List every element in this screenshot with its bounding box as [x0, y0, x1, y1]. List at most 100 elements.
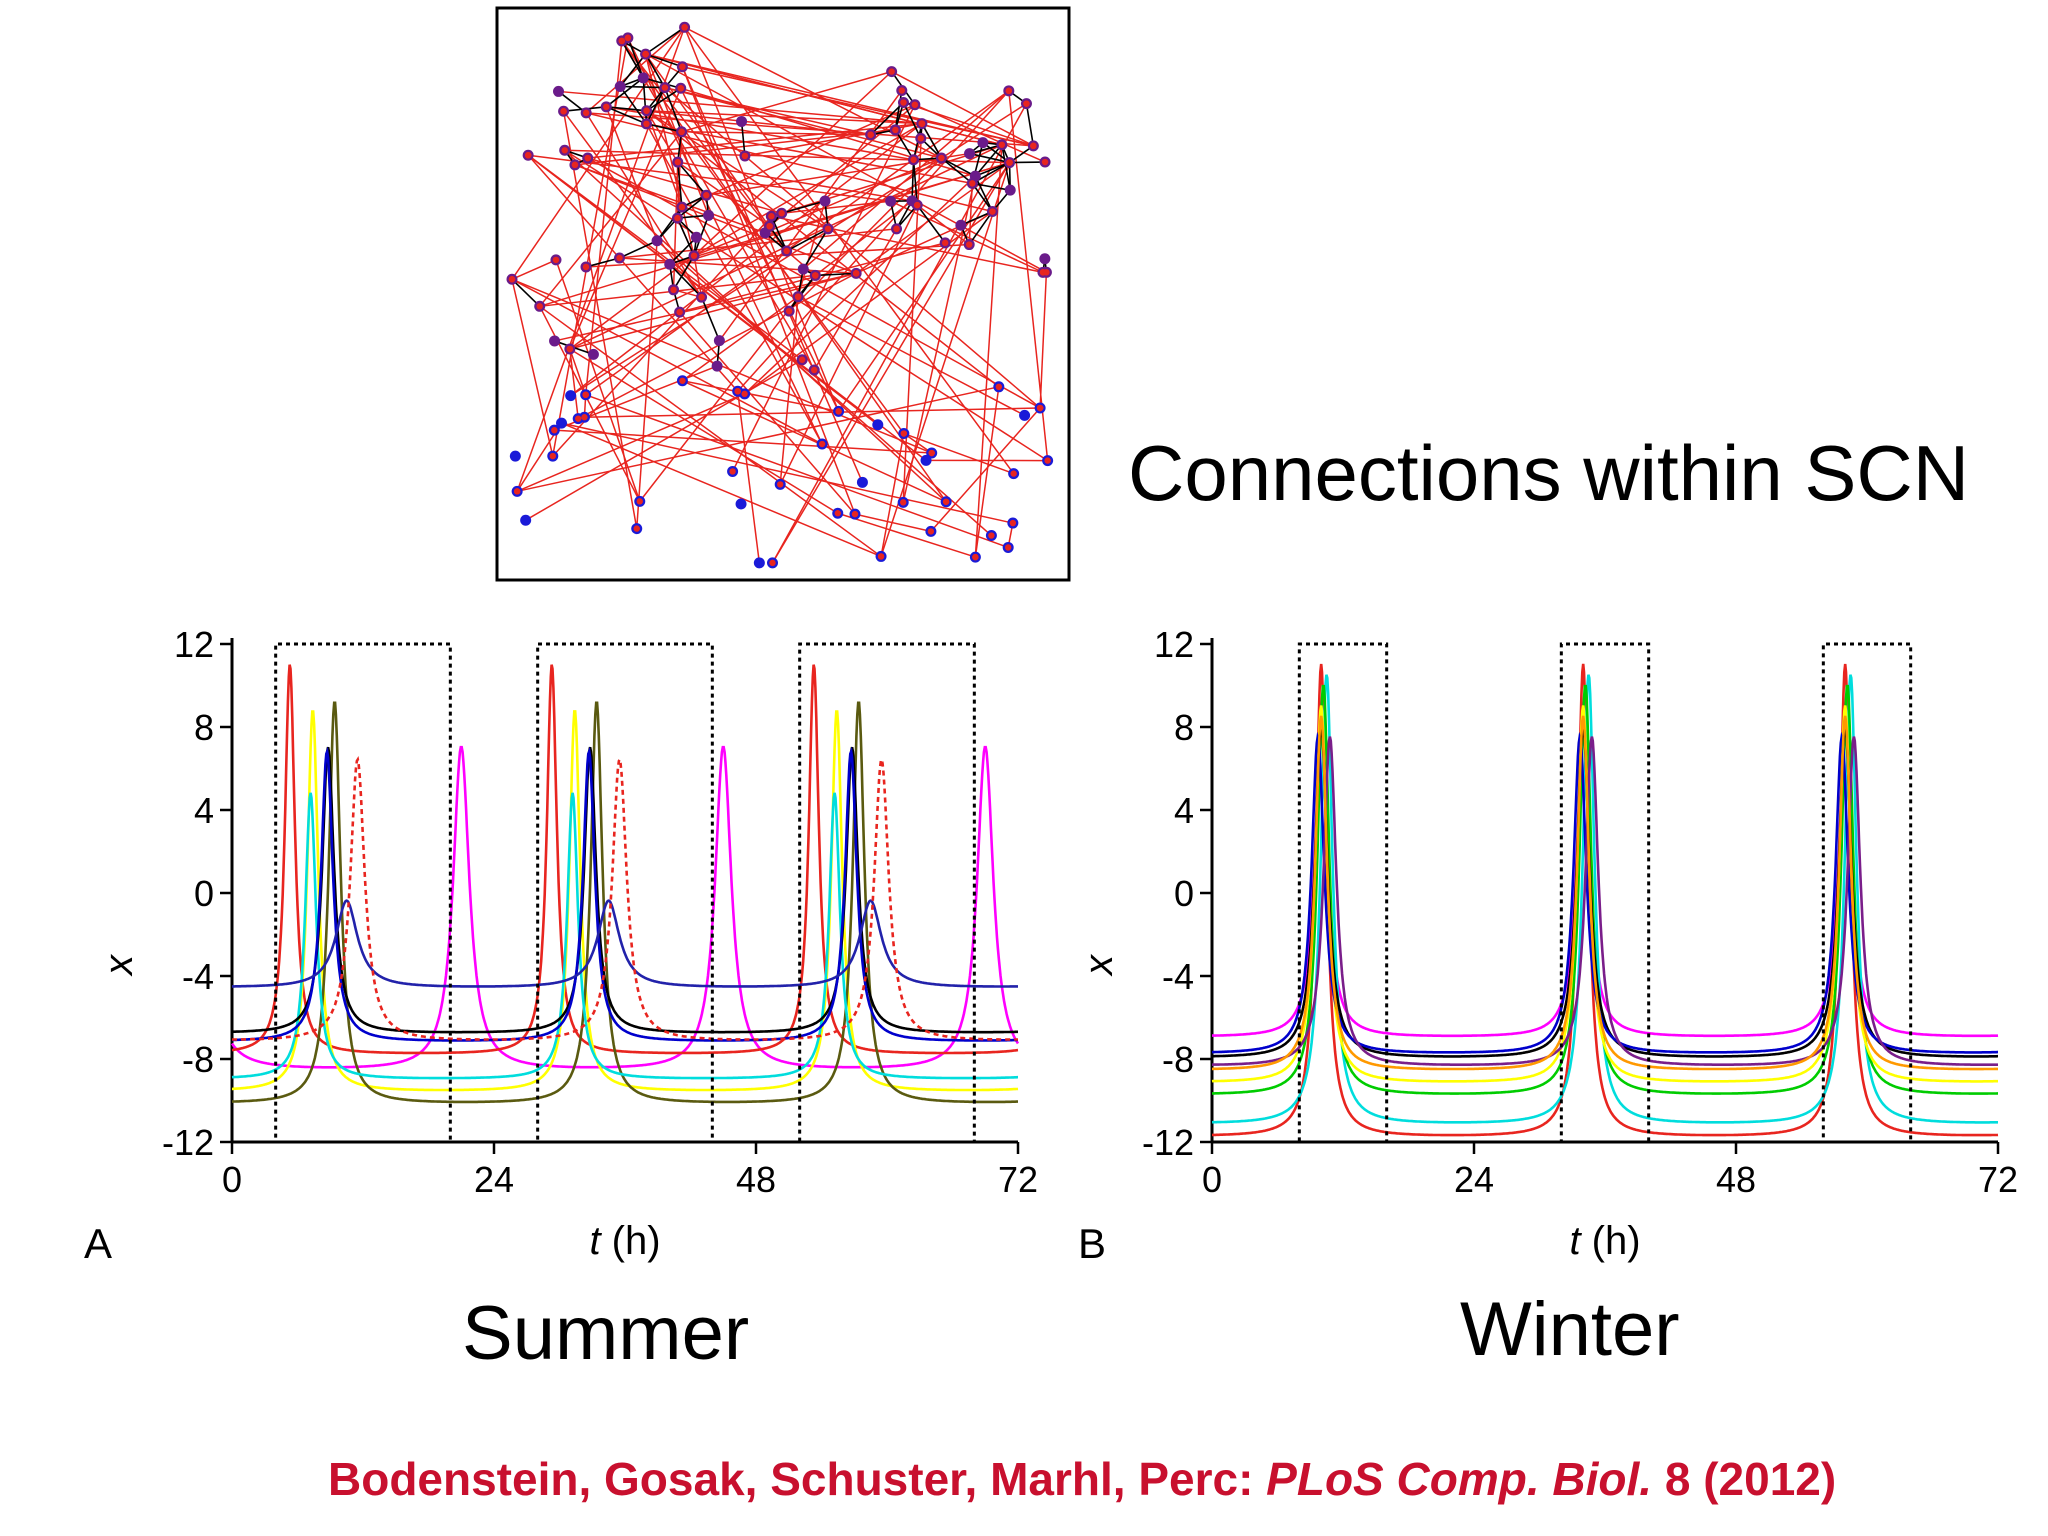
citation-authors: Bodenstein, Gosak, Schuster, Marhl, Perc… [328, 1453, 1267, 1505]
y-axis-label: x [97, 953, 141, 977]
network-edge-endpoint [1009, 519, 1017, 527]
network-edge-endpoint [989, 208, 996, 215]
network-edge-endpoint [798, 356, 806, 363]
network-edge-endpoint [768, 213, 775, 220]
network-long-edge [606, 106, 914, 161]
network-local-edge [972, 182, 1011, 191]
network-long-edge [902, 123, 923, 503]
network-long-edge [570, 103, 1027, 397]
network-edge-endpoint [549, 452, 556, 460]
network-local-edge [677, 161, 707, 196]
network-long-edge [680, 87, 976, 177]
network-local-edge [646, 87, 682, 112]
network-edge-endpoint [824, 225, 832, 233]
network-long-edge [569, 87, 682, 350]
network-edge-endpoint [911, 101, 919, 108]
network-edge-endpoint [1023, 100, 1030, 107]
network-node [664, 258, 676, 270]
network-local-edge [802, 228, 829, 270]
network-edge-endpoint [914, 201, 921, 209]
network-long-edge [527, 154, 739, 392]
network-node [614, 80, 626, 92]
network-edge-endpoint [575, 415, 582, 422]
series-line-a-1 [231, 664, 1019, 1055]
y-tick-label: 4 [1174, 790, 1194, 831]
x-axis-label-var: t [589, 1219, 602, 1263]
network-edge-endpoint [812, 272, 819, 279]
summer-label: Summer [462, 1291, 750, 1376]
network-edge-endpoint [679, 377, 686, 384]
network-edge-endpoint [1030, 142, 1037, 150]
network-edge-endpoint [1043, 269, 1050, 276]
network-long-edge [669, 161, 1010, 266]
y-tick-label: 8 [1174, 707, 1194, 748]
network-node [1039, 253, 1051, 265]
network-local-edge [916, 204, 946, 244]
y-tick-label: 8 [194, 707, 214, 748]
network-long-edge [682, 380, 947, 503]
x-tick-label: 72 [1978, 1159, 2018, 1200]
network-long-edge [555, 259, 641, 502]
network-node [753, 557, 765, 569]
network-node [872, 419, 884, 431]
network-node [856, 476, 868, 488]
network-local-edge [645, 87, 666, 125]
x-tick-label: 24 [474, 1159, 514, 1200]
y-tick-label: -8 [182, 1039, 214, 1080]
network-local-edge [605, 106, 647, 125]
network-edge-endpoint [1036, 404, 1044, 412]
network-node [565, 390, 577, 402]
network-edge-endpoint [766, 222, 773, 230]
network-local-edge [669, 236, 698, 265]
network-edge-endpoint [536, 303, 543, 310]
network-edge-endpoint [551, 426, 558, 434]
network-edge-endpoint [677, 85, 684, 92]
network-node [1019, 409, 1031, 421]
series-line-b-4 [1211, 705, 1998, 1083]
network-long-edge [664, 86, 942, 159]
network-edge-endpoint [524, 152, 532, 159]
network-local-edge [558, 90, 587, 114]
network-long-edge [903, 101, 1034, 147]
network-edge-endpoint [741, 152, 749, 160]
network-edge-endpoint [988, 532, 995, 539]
network-node [587, 348, 599, 360]
network-local-edge [940, 157, 976, 177]
network-edge-endpoint [1004, 544, 1012, 551]
network-long-edge [569, 348, 579, 419]
network-edge-endpoint [1006, 159, 1013, 166]
network-edge-endpoint [900, 99, 907, 106]
network-long-edge [693, 71, 893, 257]
network-edge-endpoint [893, 225, 900, 233]
network-local-edge [969, 152, 1010, 164]
network-local-edge [911, 159, 915, 201]
y-tick-label: -8 [1162, 1039, 1194, 1080]
network-long-edge [786, 250, 816, 276]
network-edge-endpoint [636, 498, 643, 505]
network-edge-endpoint [676, 308, 683, 316]
network-long-edge [890, 200, 1044, 274]
network-node [977, 137, 989, 149]
network-edge-endpoint [834, 510, 841, 517]
network-long-edge [564, 149, 947, 503]
network-long-edge [744, 175, 976, 395]
x-axis-label: t (h) [1569, 1219, 1640, 1263]
network-edge-endpoint [998, 141, 1006, 148]
network-long-edge [814, 200, 913, 277]
series-line-b-1 [1212, 663, 1999, 1137]
network-long-edge [968, 183, 974, 245]
network-edge-endpoint [584, 154, 591, 162]
network-edge-endpoint [698, 293, 705, 301]
network-edge-endpoint [674, 214, 681, 222]
network-edge-endpoint [1005, 87, 1013, 95]
network-local-edge [960, 210, 993, 227]
network-node [553, 85, 565, 97]
winter-label: Winter [1460, 1287, 1680, 1372]
network-long-edge [681, 66, 856, 515]
panel-letter-b: B [1078, 1220, 1106, 1267]
network-edge-endpoint [918, 120, 926, 127]
network-edge-endpoint [783, 247, 790, 255]
network-edge-endpoint [624, 34, 632, 42]
network-edge-endpoint [852, 270, 860, 277]
